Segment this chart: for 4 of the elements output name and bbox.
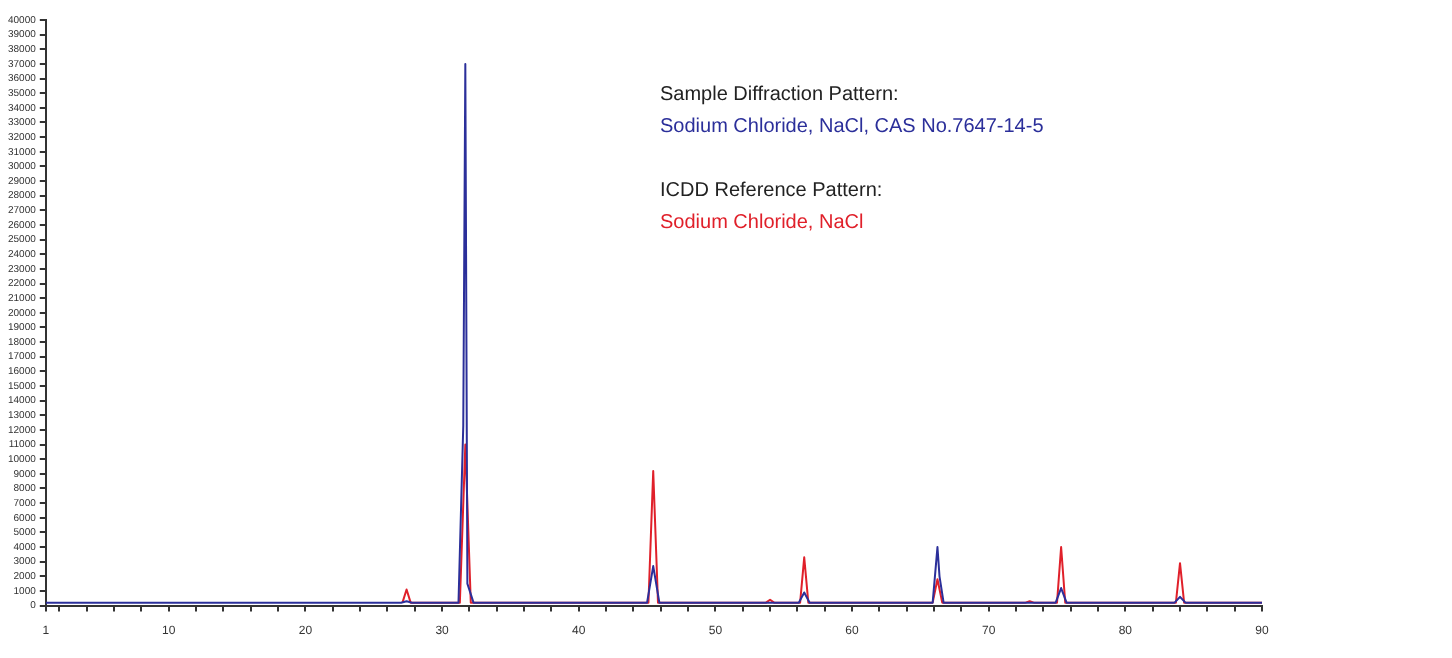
text: Sodium Chloride, NaCl, CAS No.7647-14-5 (660, 114, 1044, 142)
annotation: ICDD Reference Pattern: (660, 178, 885, 206)
annotation: Sample Diffraction Pattern: (660, 82, 901, 110)
text: Sodium Chloride, NaCl (660, 210, 866, 238)
